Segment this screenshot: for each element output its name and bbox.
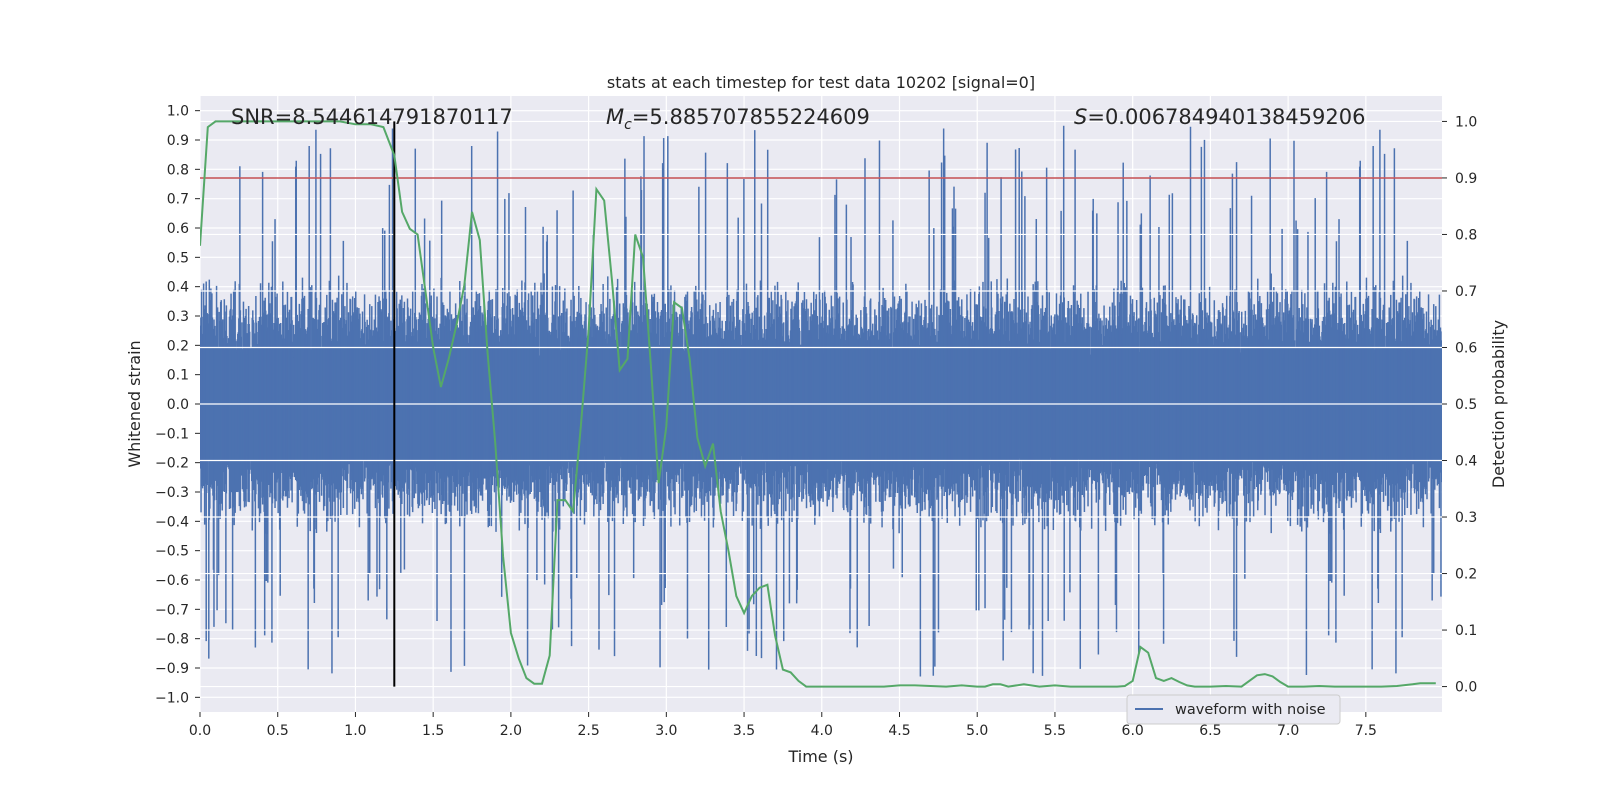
- s-statistic-annotation: S=0.006784940138459206: [1074, 105, 1365, 129]
- y-tick-label-11: −0.1: [155, 426, 189, 442]
- x-tick-label-7: 3.5: [733, 723, 755, 739]
- s-statistic-symbol: S: [1074, 105, 1087, 129]
- x-tick-label-1: 0.5: [267, 723, 289, 739]
- snr-annotation: SNR=8.544614791870117: [231, 105, 513, 129]
- y-tick-label-15: −0.5: [155, 544, 189, 560]
- y2-tick-label-3: 0.7: [1455, 284, 1477, 300]
- y2-tick-label-5: 0.5: [1455, 397, 1477, 413]
- x-tick-label-6: 3.0: [655, 723, 677, 739]
- chirp-mass-value: =5.885707855224609: [632, 105, 870, 129]
- y-tick-label-16: −0.6: [155, 573, 189, 589]
- y-tick-label-12: −0.2: [155, 456, 189, 472]
- y-tick-label-0: 1.0: [167, 104, 189, 120]
- y-tick-label-2: 0.8: [167, 162, 189, 178]
- x-tick-label-4: 2.0: [500, 723, 522, 739]
- detection-probability-line: [200, 120, 1436, 688]
- y2-tick-label-7: 0.3: [1455, 510, 1477, 526]
- x-tick-label-8: 4.0: [811, 723, 833, 739]
- y-tick-label-5: 0.5: [167, 250, 189, 266]
- legend-entry-label: waveform with noise: [1175, 702, 1326, 718]
- y-tick-label-20: −1.0: [155, 690, 189, 706]
- y-tick-label-19: −0.9: [155, 661, 189, 677]
- x-tick-labels: 0.0 0.5 1.0 1.5 2.0 2.5 3.0 3.5 4.0 4.5 5.0 5.5 6.0 6…: [189, 712, 1377, 739]
- y-tick-label-13: −0.3: [155, 485, 189, 501]
- x-tick-label-11: 5.5: [1044, 723, 1066, 739]
- chirp-mass-annotation: Mc=5.885707855224609: [606, 105, 870, 133]
- x-tick-label-0: 0.0: [189, 723, 211, 739]
- x-axis-label: Time (s): [787, 747, 853, 766]
- y-tick-label-17: −0.7: [155, 602, 189, 618]
- y2-tick-label-8: 0.2: [1455, 567, 1477, 583]
- x-tick-label-15: 7.5: [1355, 723, 1377, 739]
- y-tick-label-8: 0.2: [167, 338, 189, 354]
- y2-axis-label: Detection probability: [1489, 320, 1508, 488]
- x-tick-label-13: 6.5: [1199, 723, 1221, 739]
- x-tick-label-5: 2.5: [577, 723, 599, 739]
- y-tick-labels: 1.0 0.9 0.8 0.7 0.6 0.5 0.4 0.3 0.2 0.1 0.0 −0.1 −0.…: [155, 104, 200, 706]
- y2-tick-label-2: 0.8: [1455, 227, 1477, 243]
- y-axis-label: Whitened strain: [125, 340, 144, 467]
- y2-tick-label-4: 0.6: [1455, 340, 1477, 356]
- x-tick-label-3: 1.5: [422, 723, 444, 739]
- x-tick-label-12: 6.0: [1122, 723, 1144, 739]
- y-tick-label-7: 0.3: [167, 309, 189, 325]
- legend-box: [1126, 694, 1341, 725]
- y2-tick-label-6: 0.4: [1455, 454, 1477, 470]
- x-tick-label-10: 5.0: [966, 723, 988, 739]
- y-tick-label-4: 0.6: [167, 221, 189, 237]
- x-tick-label-9: 4.5: [888, 723, 910, 739]
- waveform-series: [200, 125, 1442, 677]
- chart-title: stats at each timestep for test data 102…: [607, 73, 1035, 92]
- y2-tick-labels: 1.0 0.9 0.8 0.7 0.6 0.5 0.4 0.3 0.2 0.1 0.0: [1442, 114, 1477, 696]
- y-tick-label-3: 0.7: [167, 192, 189, 208]
- chirp-mass-subscript: c: [624, 117, 632, 133]
- legend: waveform with noise: [1126, 694, 1341, 725]
- y2-tick-label-1: 0.9: [1455, 171, 1477, 187]
- y-tick-label-10: 0.0: [167, 397, 189, 413]
- y-tick-label-6: 0.4: [167, 280, 189, 296]
- y2-tick-label-10: 0.0: [1455, 680, 1477, 696]
- x-tick-label-2: 1.0: [344, 723, 366, 739]
- y-tick-label-14: −0.4: [155, 514, 189, 530]
- y-tick-label-18: −0.8: [155, 632, 189, 648]
- y2-tick-label-0: 1.0: [1455, 114, 1477, 130]
- y2-tick-label-9: 0.1: [1455, 623, 1477, 639]
- s-statistic-value: =0.006784940138459206: [1087, 105, 1365, 129]
- y-tick-label-9: 0.1: [167, 368, 189, 384]
- x-tick-label-14: 7.0: [1277, 723, 1299, 739]
- chirp-mass-symbol: M: [606, 105, 624, 129]
- y-tick-label-1: 0.9: [167, 133, 189, 149]
